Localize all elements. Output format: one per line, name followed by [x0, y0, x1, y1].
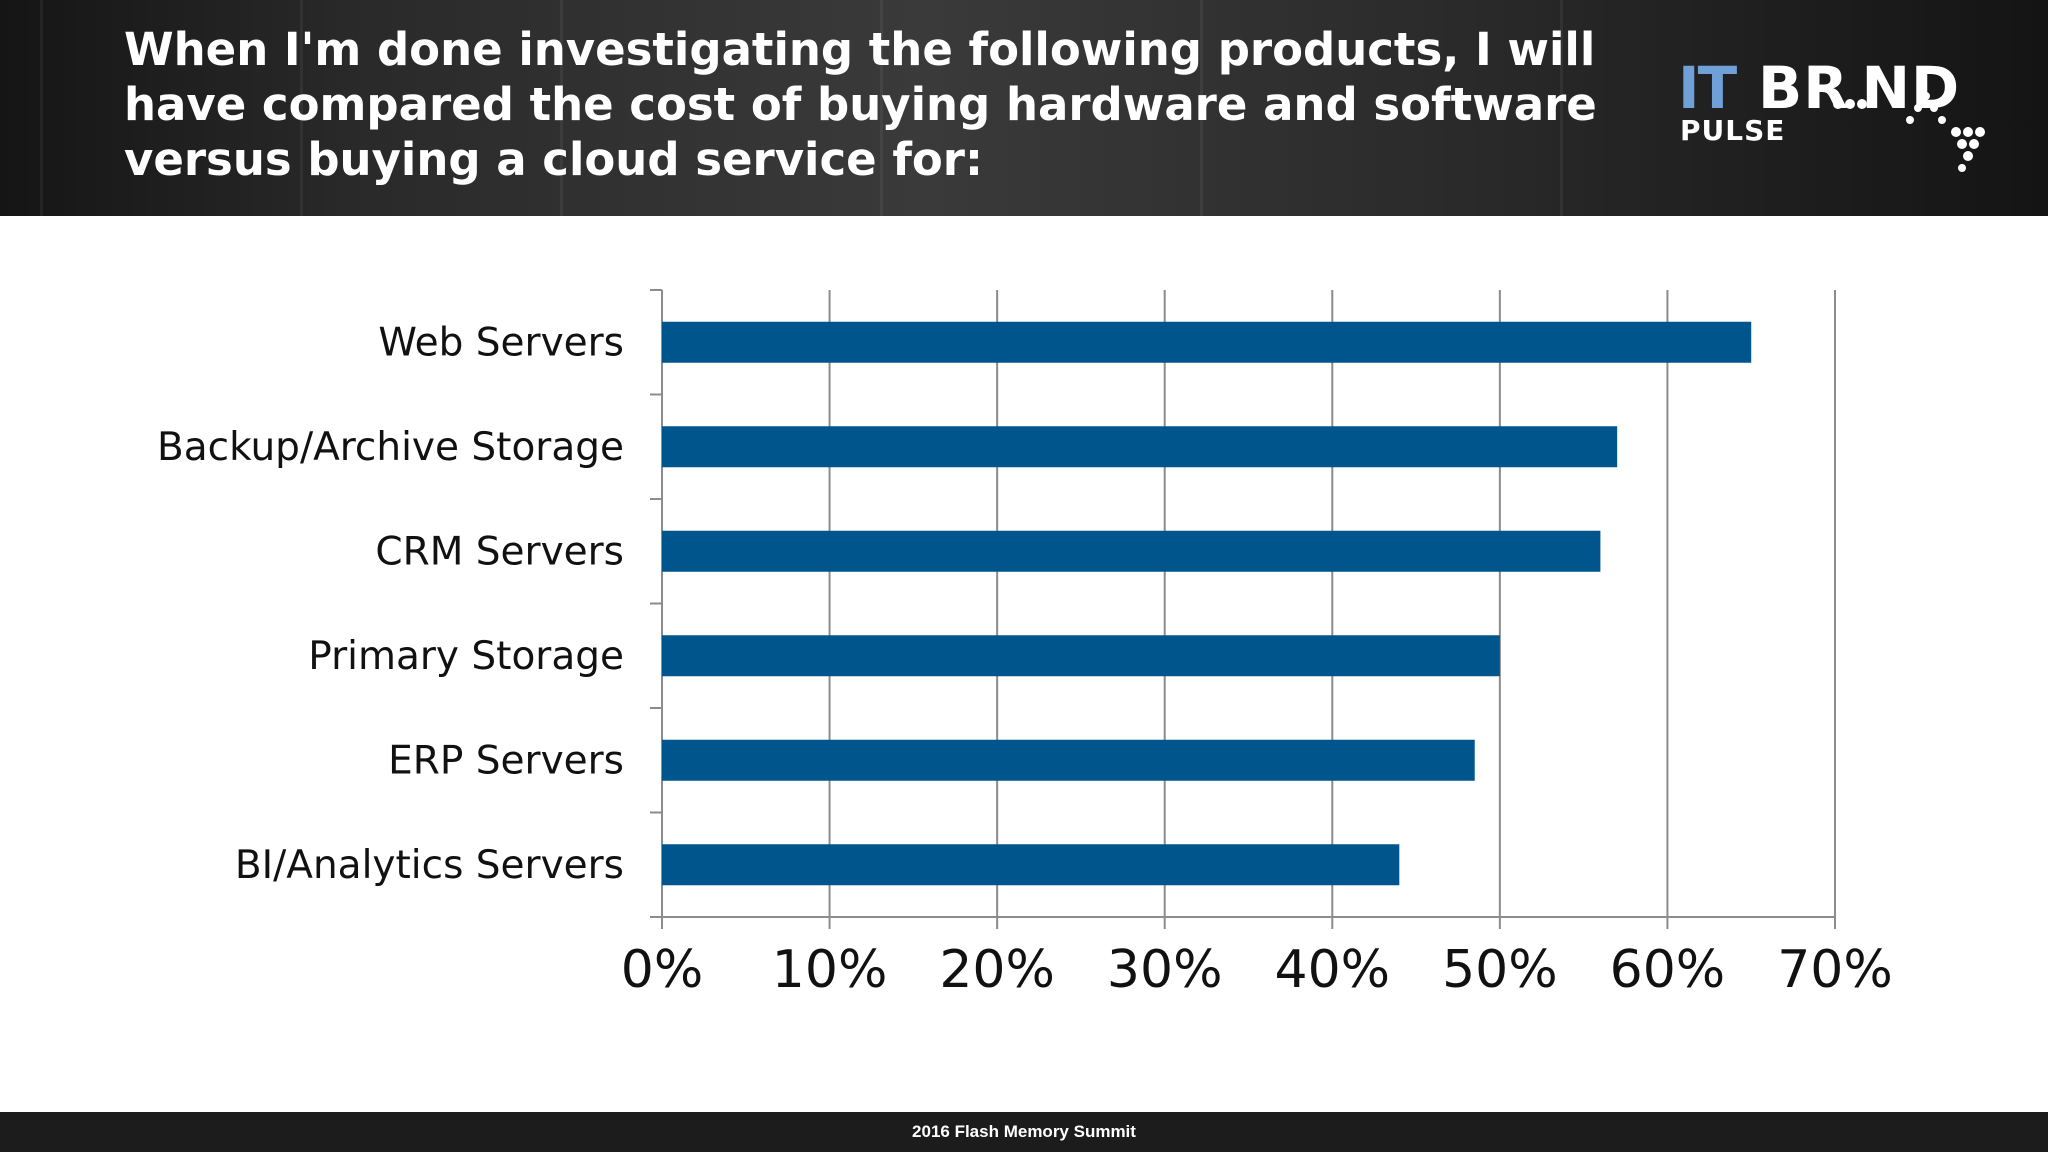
x-tick-label: 60%: [1610, 940, 1726, 1000]
grid-layer: [650, 289, 1836, 929]
category-label: BI/Analytics Servers: [235, 843, 624, 888]
bar: [662, 530, 1601, 572]
x-tick-label: 30%: [1107, 940, 1223, 1000]
itbrand-pulse-logo: IT BR ND PULSE: [1678, 58, 2018, 178]
x-tick-label: 0%: [621, 940, 704, 1000]
logo-pulse-text: PULSE: [1680, 114, 1786, 147]
x-tick-label: 40%: [1274, 940, 1390, 1000]
bar-chart: 0% 10% 20% 30% 40% 50% 60% 70% Web Servers Backup…: [157, 289, 1893, 1000]
x-tick-label: 50%: [1442, 940, 1558, 1000]
slide-header: When I'm done investigating the followin…: [0, 0, 2048, 216]
labels-layer: 0% 10% 20% 30% 40% 50% 60% 70% Web Servers Backup…: [157, 320, 1893, 1000]
slide-title: When I'm done investigating the followin…: [124, 23, 1597, 186]
footer-text: 2016 Flash Memory Summit: [912, 1122, 1136, 1141]
bar: [662, 635, 1500, 677]
category-label: CRM Servers: [375, 529, 624, 574]
x-tick-label: 70%: [1777, 940, 1893, 1000]
bar: [662, 426, 1618, 468]
logo-dots-graphic: [1833, 92, 1985, 172]
bars-layer: [662, 321, 1752, 886]
logo-brand-text: BR ND: [1758, 54, 1961, 122]
bar: [662, 844, 1400, 886]
bar: [662, 739, 1475, 781]
logo-it-text: IT: [1678, 54, 1737, 122]
x-tick-label: 20%: [939, 940, 1055, 1000]
category-label: Backup/Archive Storage: [157, 425, 624, 470]
bar: [662, 321, 1752, 363]
slide-footer: 2016 Flash Memory Summit: [0, 1112, 2048, 1152]
category-label: ERP Servers: [388, 738, 624, 783]
category-label: Primary Storage: [308, 634, 624, 679]
category-label: Web Servers: [378, 320, 624, 365]
x-tick-label: 10%: [772, 940, 888, 1000]
